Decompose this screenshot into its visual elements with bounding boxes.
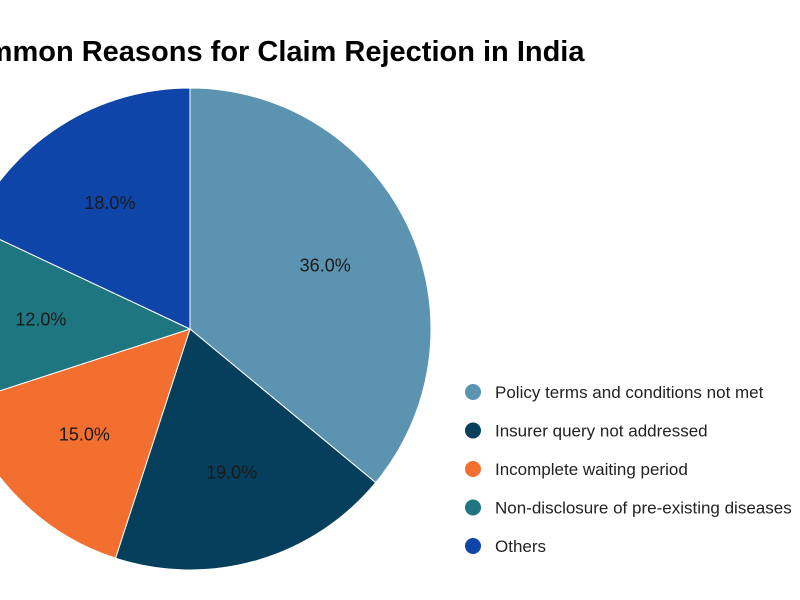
slice-label-incomplete-waiting-period: 15.0% [59, 425, 110, 445]
legend-label-policy-terms-and-conditions-not-met: Policy terms and conditions not met [495, 383, 764, 402]
legend-marker-incomplete-waiting-period [465, 461, 481, 477]
legend-marker-others [465, 538, 481, 554]
legend-label-incomplete-waiting-period: Incomplete waiting period [495, 460, 688, 479]
pie-slice-non-disclosure-of-pre-existing-diseases [0, 239, 192, 392]
slice-label-insurer-query-not-addressed: 19.0% [206, 462, 257, 482]
pie-slices [0, 87, 432, 571]
legend-marker-policy-terms-and-conditions-not-met [465, 384, 481, 400]
pie-slice-insurer-query-not-addressed [114, 328, 377, 571]
legend: Policy terms and conditions not met Insur… [465, 383, 792, 556]
chart-title: Common Reasons for Claim Rejection in In… [0, 36, 585, 68]
pie-slice-policy-terms-and-conditions-not-met [189, 87, 432, 484]
slice-label-others: 18.0% [84, 193, 135, 213]
pie-slice-others [0, 87, 191, 330]
legend-marker-non-disclosure-of-pre-existing-diseases [465, 499, 481, 516]
legend-label-non-disclosure-of-pre-existing-diseases: Non-disclosure of pre-existing diseases [495, 499, 792, 518]
slice-labels: 36.0% 19.0% 15.0% 12.0% 18.0% [15, 193, 350, 483]
legend-label-insurer-query-not-addressed: Insurer query not addressed [495, 422, 708, 441]
legend-marker-insurer-query-not-addressed [465, 422, 481, 439]
pie-slice-incomplete-waiting-period [0, 328, 191, 559]
slice-label-non-disclosure-of-pre-existing-diseases: 12.0% [15, 310, 66, 330]
legend-label-others: Others [495, 537, 546, 556]
slice-label-policy-terms-and-conditions-not-met: 36.0% [300, 255, 351, 275]
